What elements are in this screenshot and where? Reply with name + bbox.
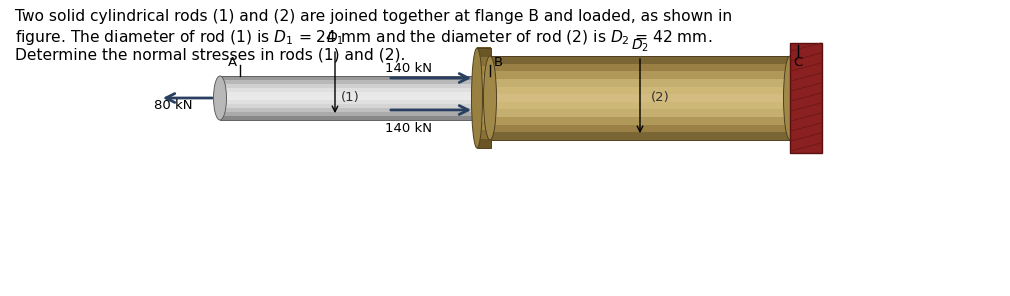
Bar	[477, 75, 491, 84]
Bar	[490, 101, 790, 110]
Bar	[490, 78, 790, 86]
Bar	[220, 104, 480, 108]
Bar	[220, 80, 480, 84]
Bar	[490, 94, 790, 102]
Text: 140 kN: 140 kN	[385, 62, 432, 75]
Ellipse shape	[213, 76, 226, 120]
Bar	[490, 63, 790, 71]
Bar	[477, 102, 491, 112]
Bar	[477, 111, 491, 121]
Ellipse shape	[784, 56, 797, 140]
Bar	[477, 129, 491, 139]
Bar	[220, 91, 480, 96]
Bar	[477, 139, 491, 148]
Bar	[220, 112, 480, 116]
Bar	[220, 76, 480, 120]
Text: Determine the normal stresses in rods (1) and (2).: Determine the normal stresses in rods (1…	[15, 47, 405, 62]
Bar	[490, 86, 790, 94]
Bar	[477, 66, 491, 75]
Bar	[220, 83, 480, 88]
Bar	[477, 57, 491, 66]
Bar	[220, 115, 480, 120]
Text: B: B	[494, 56, 503, 69]
Bar	[490, 117, 790, 125]
Bar	[477, 48, 491, 148]
Text: figure. The diameter of rod (1) is $D_1$ = 24 mm and the diameter of rod (2) is : figure. The diameter of rod (1) is $D_1$…	[15, 28, 712, 47]
Bar	[490, 56, 790, 64]
Text: $D_2$: $D_2$	[631, 38, 649, 54]
Text: 80 kN: 80 kN	[154, 99, 192, 112]
Bar	[220, 107, 480, 112]
Text: (1): (1)	[340, 91, 360, 104]
Ellipse shape	[472, 48, 483, 148]
Ellipse shape	[484, 56, 497, 140]
Bar	[477, 120, 491, 130]
Text: $D_1$: $D_1$	[326, 30, 344, 47]
Bar	[477, 93, 491, 102]
Bar	[490, 56, 790, 140]
Bar	[477, 84, 491, 94]
Bar	[490, 132, 790, 140]
Text: Two solid cylindrical rods (1) and (2) are joined together at flange B and loade: Two solid cylindrical rods (1) and (2) a…	[15, 9, 732, 24]
Bar	[790, 43, 822, 153]
Bar	[220, 96, 480, 100]
Bar	[490, 124, 790, 132]
Text: 140 kN: 140 kN	[385, 121, 432, 134]
Text: (2): (2)	[650, 91, 670, 104]
Bar	[220, 99, 480, 104]
Bar	[220, 75, 480, 80]
Text: A: A	[227, 56, 236, 69]
Bar	[220, 88, 480, 92]
Text: C: C	[793, 56, 802, 69]
Bar	[477, 47, 491, 57]
Bar	[490, 109, 790, 117]
Bar	[490, 71, 790, 79]
